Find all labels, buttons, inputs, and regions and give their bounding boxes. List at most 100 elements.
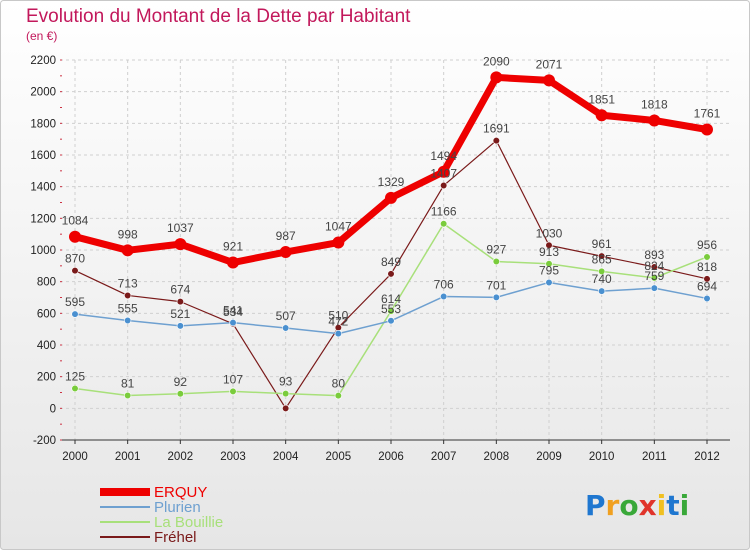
data-point [650, 284, 658, 292]
data-label: 865 [592, 252, 612, 266]
data-label: 553 [381, 302, 401, 316]
data-label: 1329 [378, 175, 405, 189]
logo-letter: t [666, 489, 679, 522]
y-tick-label: 1000 [30, 245, 56, 257]
y-tick-label: 2200 [30, 55, 56, 67]
data-point [385, 191, 397, 204]
x-tick-label: 2000 [62, 451, 88, 463]
y-tick-label: 1400 [30, 182, 56, 194]
data-label: 927 [486, 243, 506, 257]
axis-layer: -200 0 200 400 600 800 1000 1200 1400 1600 1800 200… [30, 55, 730, 463]
data-label: 93 [279, 375, 293, 389]
y-tick-label: -200 [33, 435, 56, 447]
data-label: 706 [434, 278, 454, 292]
data-label: 1691 [483, 122, 510, 136]
data-point [332, 236, 345, 249]
data-label: 713 [118, 276, 138, 290]
data-point [490, 71, 503, 84]
data-label: 987 [276, 229, 296, 243]
legend-label: La Bouillie [154, 514, 223, 531]
data-label: 614 [381, 292, 401, 306]
data-point [334, 330, 342, 338]
data-point [174, 238, 187, 251]
logo-letter: r [606, 489, 620, 522]
data-point [545, 260, 553, 268]
data-label: 2071 [536, 57, 563, 71]
data-label: 507 [276, 309, 296, 323]
data-point [124, 316, 132, 325]
chart-title: Evolution du Montant de la Dette par Hab… [26, 6, 411, 27]
data-label: 92 [174, 375, 188, 389]
data-label: 795 [539, 263, 559, 277]
x-tick-label: 2006 [378, 451, 404, 463]
data-label: 956 [697, 238, 717, 252]
data-label: 125 [65, 370, 85, 384]
data-point [124, 391, 132, 400]
data-point [595, 109, 608, 122]
data-point [176, 298, 184, 306]
data-label: 521 [170, 307, 190, 321]
data-label: 510 [328, 309, 348, 323]
data-point [440, 220, 448, 228]
data-label: 818 [697, 260, 717, 274]
data-label: 961 [592, 237, 612, 251]
data-label: 849 [381, 255, 401, 269]
data-point [598, 252, 606, 260]
data-label: 1818 [641, 97, 668, 111]
x-tick-label: 2010 [589, 451, 615, 463]
data-point [492, 293, 500, 301]
data-point [229, 387, 237, 395]
chart-subtitle: (en €) [26, 29, 57, 43]
data-label: 534 [223, 305, 243, 319]
y-tick-label: 800 [37, 277, 56, 289]
data-point [71, 310, 79, 318]
x-tick-label: 2012 [694, 451, 720, 463]
data-point [701, 123, 713, 136]
y-tick-label: 400 [37, 340, 56, 352]
data-point [176, 322, 184, 330]
data-label: 80 [332, 377, 346, 391]
x-tick-label: 2004 [273, 451, 299, 463]
data-label: 893 [644, 248, 664, 262]
data-point [176, 390, 184, 398]
data-label: 107 [223, 372, 243, 386]
data-point [492, 257, 500, 266]
data-point [71, 266, 79, 275]
data-point [440, 292, 448, 301]
data-label: 2090 [483, 54, 510, 68]
y-tick-label: 2000 [30, 87, 56, 99]
x-tick-label: 2005 [326, 451, 352, 463]
data-label: 701 [486, 278, 506, 292]
legend-label: Fréhel [154, 529, 197, 546]
data-label: 595 [65, 295, 85, 309]
y-tick-label: 0 [50, 403, 56, 415]
y-tick-label: 1800 [30, 118, 56, 130]
data-label: 472 [328, 315, 348, 329]
data-point [227, 256, 239, 269]
logo-letter: i [657, 489, 667, 522]
data-point [492, 136, 500, 145]
data-label: 81 [121, 377, 135, 391]
data-point [387, 270, 395, 278]
data-point [387, 317, 395, 325]
legend-label: Plurien [154, 499, 201, 516]
data-label: 1407 [430, 167, 457, 181]
data-point [545, 278, 553, 287]
data-point [440, 181, 448, 190]
data-label: 541 [223, 304, 243, 318]
data-label: 1037 [167, 221, 194, 235]
x-tick-label: 2011 [642, 451, 667, 463]
data-label: 998 [118, 227, 138, 241]
data-point [703, 275, 711, 283]
data-point [229, 319, 237, 327]
data-point [650, 263, 658, 271]
x-tick-label: 2007 [431, 451, 457, 463]
y-tick-label: 600 [37, 308, 56, 320]
data-point [69, 230, 81, 243]
proxiti-logo: Proxiti [585, 489, 689, 522]
data-label: 921 [223, 240, 243, 254]
legend-label: ERQUY [154, 484, 207, 501]
